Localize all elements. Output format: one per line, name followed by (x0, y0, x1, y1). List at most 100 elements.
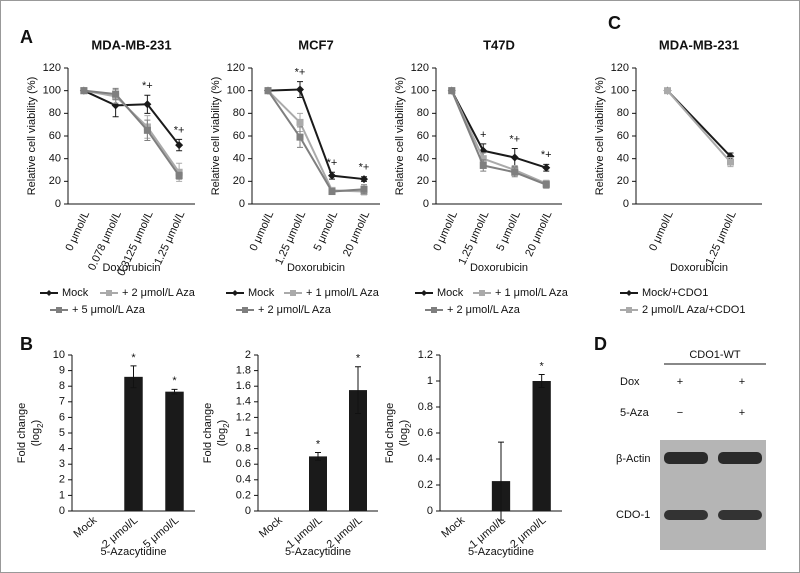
band-label: β-Actin (616, 453, 650, 465)
y-tick-label: 60 (417, 130, 429, 142)
band (718, 452, 762, 464)
y-tick-label: 1 (59, 489, 65, 501)
y-tick-label: 0.2 (236, 489, 251, 501)
bar (165, 391, 184, 511)
y-tick-label: 100 (227, 85, 245, 97)
bar (349, 390, 367, 511)
marker (328, 188, 336, 196)
panel-label: D (594, 334, 607, 354)
y-tick-label: 0.8 (418, 401, 433, 413)
y-tick-label: 80 (617, 107, 629, 119)
blot-panel: CDO1-WT Dox + + 5-Aza − + β-Actin CDO-1 (616, 349, 766, 550)
legend-marker (290, 290, 296, 296)
y-tick-label: 100 (611, 85, 629, 97)
y-tick-label: 1 (427, 375, 433, 387)
annotation: * (316, 438, 321, 450)
error-bar (130, 365, 137, 389)
y-tick-label: 100 (43, 85, 61, 97)
y-tick-label: 0.6 (236, 458, 251, 470)
x-axis-label: 5-Azacytidine (100, 546, 166, 558)
y-tick-label: 6 (59, 411, 65, 423)
annotation: *+ (327, 157, 338, 169)
panel-label: A (20, 27, 33, 47)
x-axis-label: Doxorubicin (102, 262, 160, 274)
marker (264, 87, 272, 95)
blot-header: CDO1-WT (689, 349, 741, 361)
marker (175, 141, 184, 150)
marker (542, 181, 550, 189)
error-bar (538, 374, 545, 388)
y-tick-label: 2 (59, 474, 65, 486)
chart-title: MCF7 (298, 37, 333, 52)
marker (328, 171, 336, 180)
series-line (267, 88, 365, 181)
y-tick-label: 10 (53, 349, 65, 361)
y-axis-label: Relative cell viability (%) (594, 77, 606, 196)
annotation: *+ (541, 149, 552, 161)
marker (175, 172, 183, 180)
y-tick-label: 120 (43, 62, 61, 74)
y-tick-label: 120 (611, 62, 629, 74)
legend-marker (479, 290, 485, 296)
legend-label: Mock/+CDO1 (642, 287, 708, 299)
x-axis-label: Doxorubicin (287, 262, 345, 274)
y-axis-label: Relative cell viability (%) (394, 77, 406, 196)
series-line (450, 90, 547, 185)
legend-marker (242, 307, 248, 313)
y-tick-label: 80 (49, 107, 61, 119)
series-line (666, 90, 732, 163)
marker (360, 185, 368, 193)
y-tick-label: 0 (245, 505, 251, 517)
marker (80, 87, 88, 95)
y-tick-label: 60 (617, 130, 629, 142)
y-tick-label: 80 (233, 107, 245, 119)
y-tick-label: 7 (59, 396, 65, 408)
label-part: 2 (36, 423, 45, 428)
lane-sign: + (739, 376, 745, 388)
x-axis-label: Doxorubicin (470, 262, 528, 274)
marker (664, 87, 671, 95)
chart-title: MDA-MB-231 (659, 37, 739, 52)
y-tick-label: 60 (233, 130, 245, 142)
marker (542, 163, 551, 172)
y-tick-label: 0.4 (418, 453, 433, 465)
x-axis-label: 5-Azacytidine (468, 546, 534, 558)
y-axis-label: Relative cell viability (%) (26, 77, 38, 196)
series-line (83, 89, 180, 177)
label-part: ) (216, 420, 228, 424)
y-tick-label: 0.2 (418, 479, 433, 491)
marker (296, 118, 304, 126)
legend-marker (626, 307, 632, 313)
legend-label: Mock (62, 287, 89, 299)
annotation: * (172, 375, 177, 387)
annotation: * (540, 360, 545, 372)
legend-label: 2 μmol/L Aza/+CDO1 (642, 304, 745, 316)
legend-marker (626, 290, 632, 296)
y-tick-label: 0 (623, 198, 629, 210)
annotation: * (356, 353, 361, 365)
y-tick-label: 120 (411, 62, 429, 74)
legend-label: + 2 μmol/L Aza (258, 304, 332, 316)
y-tick-label: 0 (55, 198, 61, 210)
lane-sign: − (677, 407, 683, 419)
lane-sign: + (677, 376, 683, 388)
legend-label: Mock (437, 287, 464, 299)
y-tick-label: 40 (417, 153, 429, 165)
label-part: Fold change (202, 403, 214, 464)
y-tick-label: 1.2 (236, 411, 251, 423)
y-axis-label: Relative cell viability (%) (210, 77, 222, 196)
y-tick-label: 100 (411, 85, 429, 97)
y-tick-label: 9 (59, 365, 65, 377)
y-tick-label: 1.2 (418, 349, 433, 361)
label-part: ) (398, 420, 410, 424)
x-axis-label: Doxorubicin (670, 262, 728, 274)
error-bar (315, 452, 321, 461)
legend-label: + 5 μmol/L Aza (72, 304, 146, 316)
marker (296, 133, 304, 141)
y-tick-label: 5 (59, 427, 65, 439)
marker (479, 155, 487, 163)
legend-marker (46, 290, 52, 296)
marker (448, 87, 456, 95)
band (718, 510, 762, 520)
